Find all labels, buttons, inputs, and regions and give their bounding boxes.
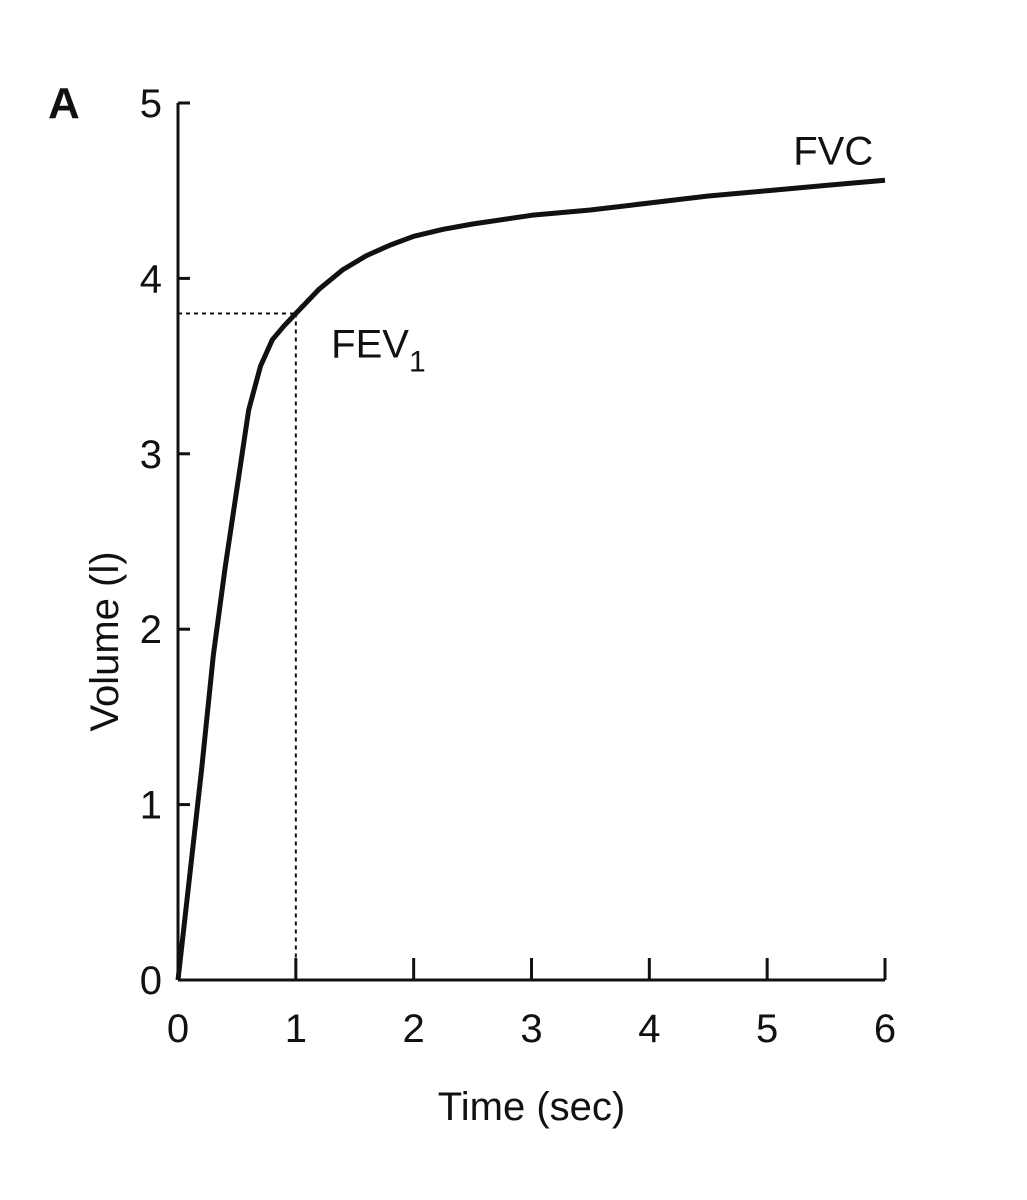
x-tick-label: 4: [638, 1007, 660, 1051]
fvc-label: FVC: [793, 129, 873, 173]
y-tick-label: 0: [140, 959, 162, 1003]
y-tick-label: 1: [140, 784, 162, 828]
x-tick-label: 0: [167, 1007, 189, 1051]
fev1-label: FEV1: [331, 322, 425, 378]
y-tick-label: 4: [140, 257, 162, 301]
x-tick-label: 3: [520, 1007, 542, 1051]
x-tick-label: 5: [756, 1007, 778, 1051]
panel-label: A: [48, 79, 80, 128]
y-axis-title: Volume (l): [83, 551, 127, 731]
y-tick-label: 2: [140, 608, 162, 652]
y-tick-label: 5: [140, 82, 162, 126]
x-tick-label: 1: [285, 1007, 307, 1051]
fev1-label-main: FEV: [331, 322, 409, 366]
x-tick-label: 6: [874, 1007, 896, 1051]
x-axis-title: Time (sec): [438, 1085, 625, 1129]
x-tick-label: 2: [403, 1007, 425, 1051]
fev1-label-subscript: 1: [409, 345, 426, 378]
y-tick-label: 3: [140, 433, 162, 477]
volume-time-curve: [175, 177, 886, 981]
